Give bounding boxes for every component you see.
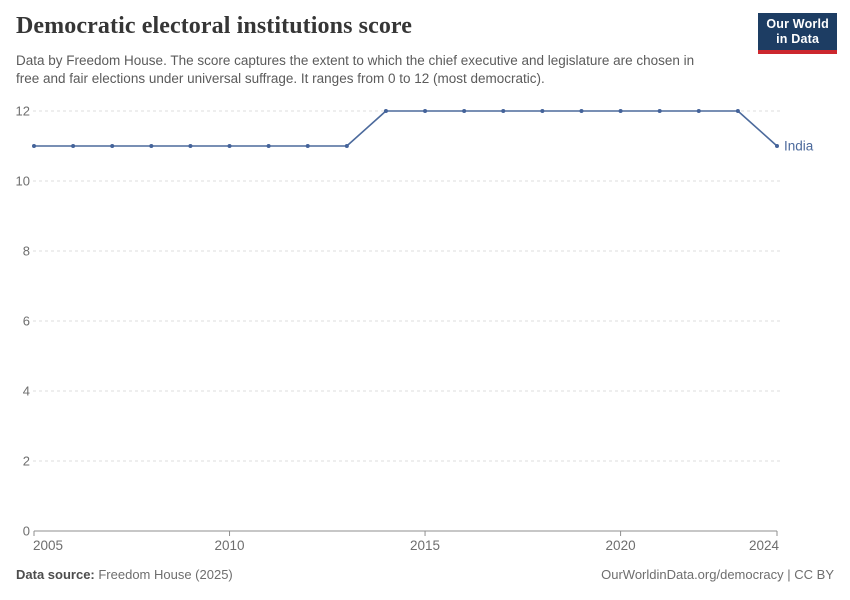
- chart-footer: Data source: Freedom House (2025) OurWor…: [16, 567, 834, 582]
- data-point: [775, 144, 779, 148]
- data-point: [657, 109, 662, 113]
- owid-logo-line1: Our World: [766, 17, 829, 31]
- x-tick-label: 2015: [410, 538, 440, 553]
- data-point: [501, 109, 506, 113]
- data-point: [227, 144, 232, 148]
- series-end-label: India: [784, 139, 814, 154]
- x-tick-label: 2020: [606, 538, 636, 553]
- y-tick-label: 8: [23, 244, 30, 259]
- data-source-value: Freedom House (2025): [94, 567, 233, 582]
- y-tick-label: 12: [16, 104, 30, 119]
- x-tick-label: 2010: [215, 538, 245, 553]
- owid-logo-line2: in Data: [776, 32, 820, 46]
- page-title: Democratic electoral institutions score: [16, 13, 412, 39]
- chart-subtitle: Data by Freedom House. The score capture…: [16, 53, 695, 86]
- data-point: [344, 144, 349, 148]
- data-point: [540, 109, 545, 113]
- x-tick-label: 2005: [33, 538, 63, 553]
- data-source: Data source: Freedom House (2025): [16, 567, 233, 582]
- x-tick-label: 2024: [749, 538, 780, 553]
- series-line-india: [34, 110, 778, 147]
- y-tick-label: 4: [23, 384, 30, 399]
- data-point: [423, 109, 428, 113]
- data-point: [266, 144, 271, 148]
- y-tick-label: 2: [23, 454, 30, 469]
- data-point: [305, 144, 310, 148]
- data-point: [696, 109, 701, 113]
- data-point: [462, 109, 467, 113]
- y-tick-label: 6: [23, 314, 30, 329]
- footer-license-link[interactable]: OurWorldinData.org/democracy | CC BY: [601, 567, 834, 582]
- y-tick-label: 0: [23, 524, 30, 539]
- owid-logo[interactable]: Our World in Data: [758, 13, 837, 54]
- data-point: [188, 144, 193, 148]
- data-point: [618, 109, 623, 113]
- data-point: [383, 109, 388, 113]
- data-point: [579, 109, 584, 113]
- data-point: [110, 144, 115, 148]
- data-point: [71, 144, 76, 148]
- data-source-label: Data source:: [16, 567, 95, 582]
- y-tick-label: 10: [16, 174, 30, 189]
- data-point: [32, 144, 36, 148]
- data-point: [149, 144, 154, 148]
- data-point: [735, 109, 740, 113]
